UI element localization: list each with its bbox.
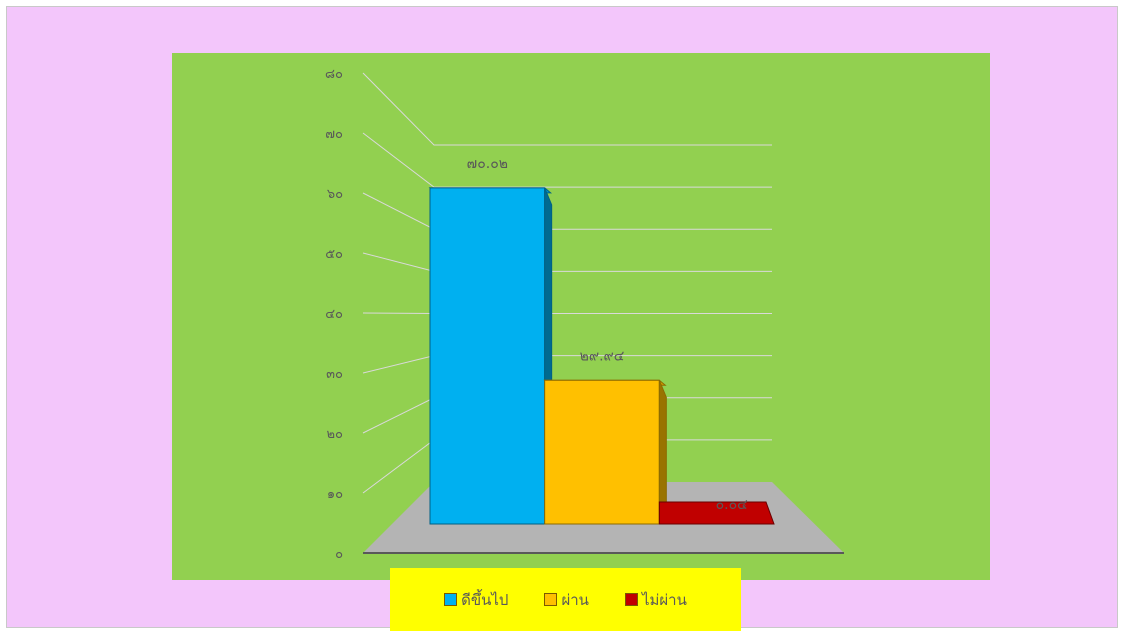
y-tick-label: ๔๐: [325, 307, 343, 322]
legend-entry: ผ่าน: [544, 588, 589, 612]
gridline: [362, 72, 772, 146]
bar: [429, 187, 546, 525]
plot-area: ๐ ๑๐ ๒๐ ๓๐ ๔๐ ๕๐ ๖๐ ๗๐ ๘๐๗๐.๐๒๒๙.๙๔๐.๐๔: [172, 53, 990, 580]
legend-swatch: [444, 593, 458, 606]
y-tick-label: ๕๐: [325, 247, 343, 262]
y-tick-label: ๑๐: [327, 487, 343, 502]
bar: [544, 379, 660, 525]
gridline: [362, 355, 772, 374]
gridline: [362, 312, 772, 314]
legend-label: ดีขึ้นไป: [461, 590, 509, 609]
y-tick-label: ๗๐: [325, 127, 343, 142]
bar-side: [544, 187, 553, 381]
gridline: [362, 252, 772, 272]
y-tick-label: ๒๐: [326, 427, 343, 442]
legend-label: ไม่ผ่าน: [641, 590, 687, 609]
data-label: ๐.๐๔: [716, 497, 748, 513]
legend-entry: ดีขึ้นไป: [444, 588, 508, 612]
legend-swatch: [544, 593, 558, 606]
y-tick-label: ๘๐: [325, 67, 343, 82]
gridline: [362, 132, 772, 188]
y-tick-label: ๖๐: [327, 187, 343, 202]
legend-label: ผ่าน: [561, 590, 589, 609]
data-label: ๗๐.๐๒: [467, 156, 508, 172]
data-label: ๒๙.๙๔: [580, 348, 625, 364]
bar: [658, 501, 775, 525]
legend-swatch: [624, 593, 638, 606]
legend: ดีขึ้นไป ผ่าน ไม่ผ่าน: [390, 568, 741, 631]
legend-entry: ไม่ผ่าน: [624, 588, 687, 612]
y-tick-label: ๐: [335, 547, 343, 562]
y-tick-label: ๓๐: [326, 367, 343, 382]
gridline: [362, 192, 772, 230]
